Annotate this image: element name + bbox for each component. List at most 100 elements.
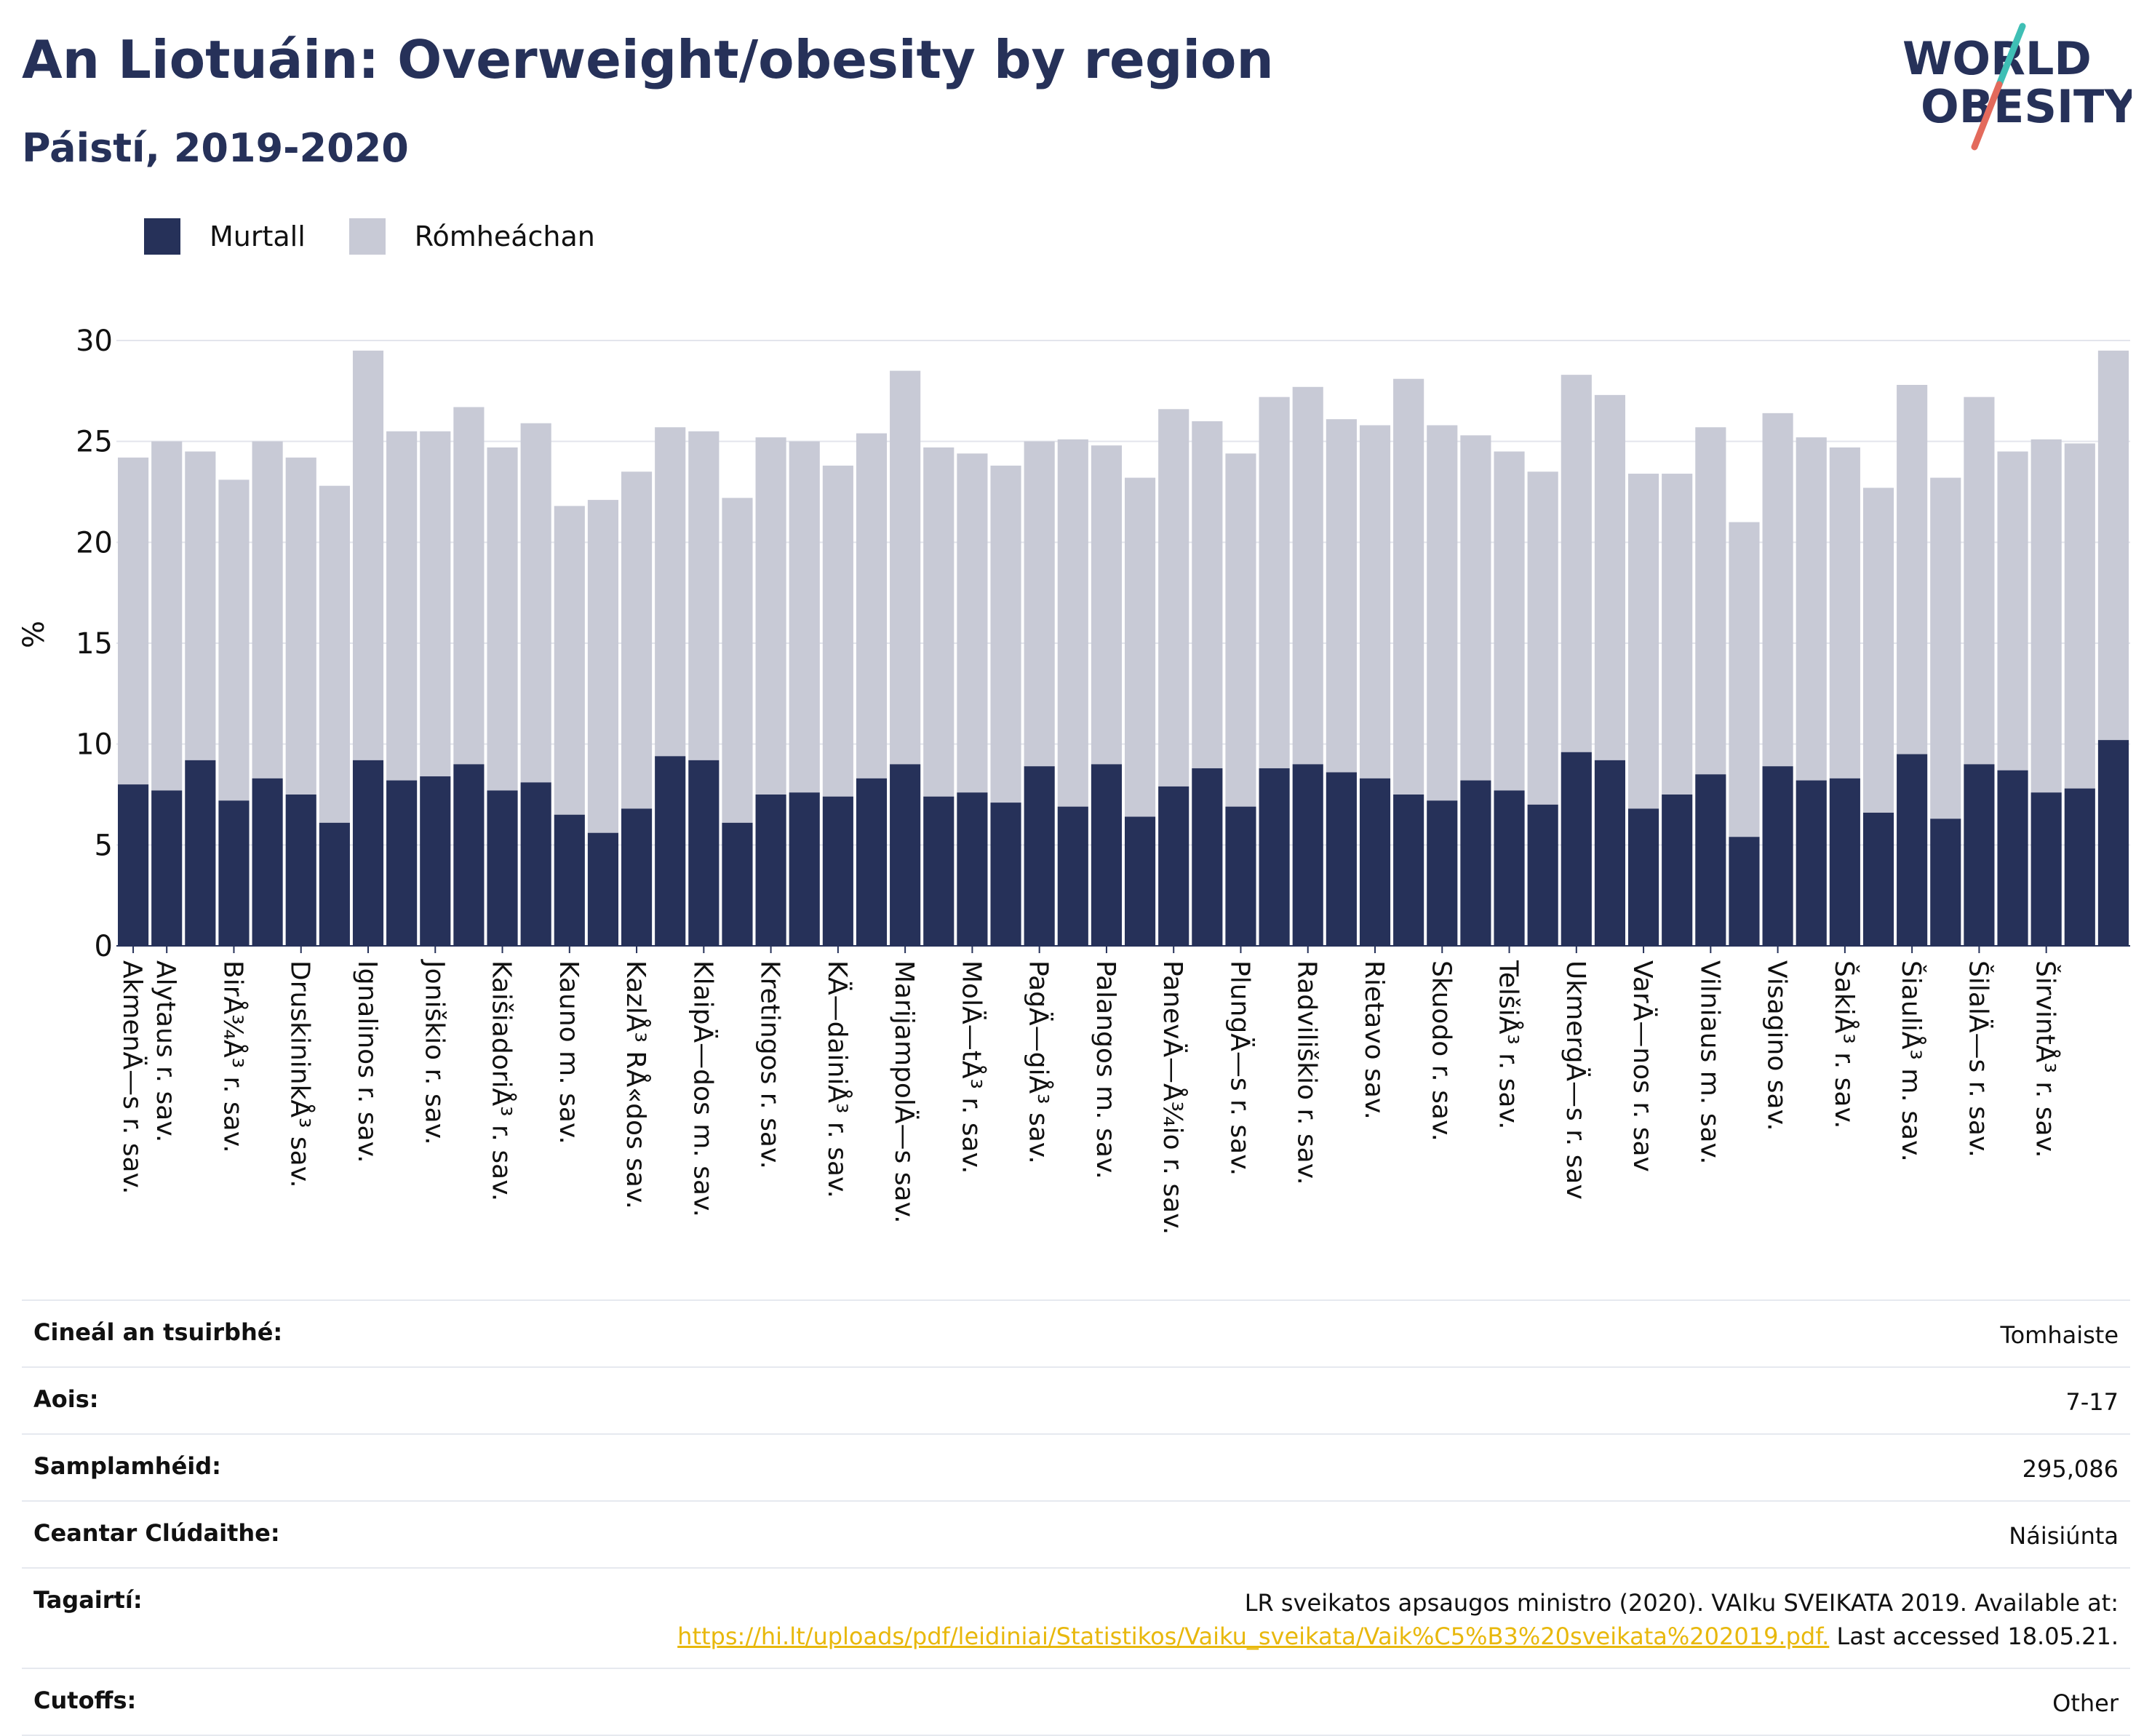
bar-overweight[interactable] (554, 506, 585, 815)
bar-overweight[interactable] (856, 433, 888, 779)
bar-overweight[interactable] (352, 350, 384, 760)
bar-obesity[interactable] (1158, 786, 1189, 946)
bar-overweight[interactable] (1527, 471, 1558, 805)
bar-obesity[interactable] (789, 792, 820, 946)
bar-overweight[interactable] (1057, 439, 1088, 807)
bar-obesity[interactable] (1393, 795, 1424, 946)
bar-overweight[interactable] (386, 431, 418, 781)
bar-obesity[interactable] (218, 800, 250, 946)
bar-overweight[interactable] (151, 441, 183, 791)
bar-obesity[interactable] (1192, 768, 1223, 946)
bar-obesity[interactable] (1292, 764, 1323, 946)
bar-overweight[interactable] (655, 427, 686, 757)
bar-overweight[interactable] (1695, 427, 1726, 775)
bar-obesity[interactable] (1494, 790, 1525, 946)
bar-obesity[interactable] (688, 760, 720, 946)
bar-overweight[interactable] (285, 457, 316, 795)
bar-obesity[interactable] (1527, 804, 1558, 946)
bar-obesity[interactable] (957, 792, 988, 946)
bar-overweight[interactable] (1729, 522, 1760, 837)
bar-overweight[interactable] (1829, 447, 1860, 779)
bar-obesity[interactable] (1594, 760, 1625, 946)
legend-item-overweight[interactable]: Rómheáchan (348, 218, 595, 255)
bar-obesity[interactable] (185, 760, 216, 946)
bar-overweight[interactable] (118, 457, 149, 785)
bar-overweight[interactable] (1359, 425, 1391, 779)
bar-overweight[interactable] (1091, 445, 1122, 765)
bar-obesity[interactable] (1326, 772, 1357, 946)
bar-obesity[interactable] (118, 784, 149, 946)
bar-obesity[interactable] (1762, 766, 1793, 946)
bar-obesity[interactable] (655, 756, 686, 946)
bar-overweight[interactable] (789, 441, 820, 793)
bar-obesity[interactable] (856, 778, 888, 946)
bar-obesity[interactable] (1460, 780, 1491, 946)
bar-overweight[interactable] (185, 451, 216, 760)
bar-overweight[interactable] (252, 441, 283, 779)
bar-obesity[interactable] (923, 796, 955, 946)
bar-obesity[interactable] (755, 795, 786, 946)
bar-overweight[interactable] (1158, 409, 1189, 787)
bar-obesity[interactable] (822, 796, 853, 946)
bar-obesity[interactable] (1930, 819, 1961, 946)
bar-overweight[interactable] (1192, 421, 1223, 768)
bar-overweight[interactable] (319, 485, 350, 823)
bar-overweight[interactable] (1997, 451, 2028, 771)
bar-overweight[interactable] (420, 431, 451, 777)
bar-obesity[interactable] (1125, 816, 1156, 946)
bar-obesity[interactable] (453, 764, 485, 946)
bar-overweight[interactable] (487, 447, 518, 791)
bar-overweight[interactable] (1259, 397, 1290, 768)
bar-overweight[interactable] (2031, 439, 2062, 793)
bar-overweight[interactable] (1862, 487, 1894, 813)
bar-overweight[interactable] (923, 447, 955, 797)
bar-obesity[interactable] (2031, 792, 2062, 946)
bar-overweight[interactable] (1594, 394, 1625, 760)
bar-overweight[interactable] (1561, 375, 1592, 752)
bar-obesity[interactable] (1628, 808, 1659, 946)
bar-overweight[interactable] (1662, 474, 1693, 795)
bar-overweight[interactable] (1494, 451, 1525, 791)
bar-obesity[interactable] (587, 832, 618, 946)
bar-obesity[interactable] (722, 822, 753, 946)
bar-overweight[interactable] (1225, 453, 1256, 807)
bar-obesity[interactable] (1997, 770, 2028, 946)
bar-obesity[interactable] (1024, 766, 1055, 946)
bar-obesity[interactable] (621, 808, 653, 946)
bar-obesity[interactable] (151, 790, 183, 946)
bar-overweight[interactable] (957, 453, 988, 793)
bar-overweight[interactable] (755, 437, 786, 795)
bar-obesity[interactable] (252, 778, 283, 946)
bar-obesity[interactable] (1964, 764, 1995, 946)
bar-obesity[interactable] (1057, 806, 1088, 946)
bar-obesity[interactable] (420, 776, 451, 946)
bar-obesity[interactable] (890, 764, 921, 946)
bar-obesity[interactable] (1662, 795, 1693, 946)
bar-overweight[interactable] (990, 465, 1021, 803)
bar-obesity[interactable] (990, 803, 1021, 946)
bar-overweight[interactable] (1460, 435, 1491, 781)
bar-obesity[interactable] (1427, 800, 1458, 946)
bar-obesity[interactable] (1225, 806, 1256, 946)
bar-obesity[interactable] (520, 782, 551, 946)
bar-overweight[interactable] (1125, 477, 1156, 817)
reference-link[interactable]: https://hi.lt/uploads/pdf/leidiniai/Stat… (677, 1622, 1830, 1650)
bar-overweight[interactable] (722, 498, 753, 823)
bar-obesity[interactable] (1091, 764, 1122, 946)
bar-obesity[interactable] (1897, 754, 1928, 946)
bar-overweight[interactable] (520, 423, 551, 783)
bar-obesity[interactable] (2064, 788, 2095, 946)
bar-obesity[interactable] (554, 814, 585, 946)
bar-overweight[interactable] (621, 471, 653, 809)
bar-overweight[interactable] (1393, 378, 1424, 795)
bar-obesity[interactable] (1729, 837, 1760, 946)
bar-obesity[interactable] (2097, 740, 2129, 946)
bar-overweight[interactable] (688, 431, 720, 760)
bar-overweight[interactable] (587, 500, 618, 833)
bar-overweight[interactable] (1796, 437, 1827, 781)
bar-overweight[interactable] (1292, 386, 1323, 765)
bar-obesity[interactable] (352, 760, 384, 946)
bar-obesity[interactable] (1862, 812, 1894, 946)
bar-overweight[interactable] (890, 370, 921, 765)
bar-overweight[interactable] (1762, 413, 1793, 767)
